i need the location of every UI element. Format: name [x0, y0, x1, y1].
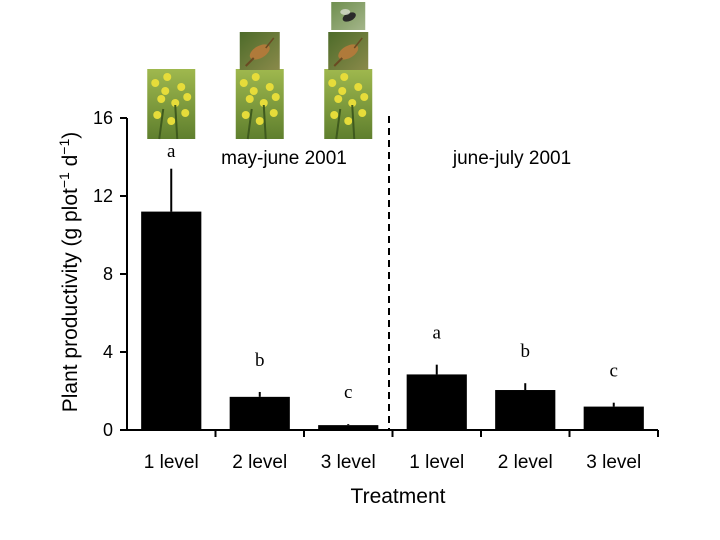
significance-letters: a b c a b c	[167, 141, 618, 403]
bar-4	[406, 374, 467, 430]
bar-2	[229, 396, 290, 430]
significance-letter-5: b	[521, 341, 531, 362]
x-ticks	[214, 430, 659, 437]
y-axis-title-sup1: −1	[56, 172, 72, 188]
y-tick-label-4: 16	[93, 108, 113, 128]
bar-1	[141, 211, 202, 430]
period-label-1: may-june 2001	[221, 148, 347, 169]
bar-3	[318, 425, 379, 430]
plant-photo-icon	[147, 69, 196, 140]
trophic-level-photos	[147, 2, 373, 140]
category-label-6: 3 level	[586, 452, 641, 473]
category-label-3: 3 level	[321, 452, 376, 473]
grasshopper-photo-icon	[239, 32, 280, 70]
y-axis-title-mid: d	[59, 155, 82, 173]
period-label-2: june-july 2001	[452, 148, 571, 169]
significance-letter-3: c	[344, 382, 352, 403]
y-tick-label-3: 12	[93, 186, 113, 206]
bars	[141, 211, 644, 430]
category-label-2: 2 level	[232, 452, 287, 473]
x-axis-title: Treatment	[351, 485, 446, 508]
y-axis-title-main: Plant productivity (g plot	[59, 188, 82, 412]
significance-letter-2: b	[255, 350, 265, 371]
y-ticks: 0 4 8 12 16	[93, 108, 127, 440]
y-tick-label-0: 0	[103, 420, 113, 440]
y-axis-title-sup2: −1	[56, 139, 72, 155]
category-labels: 1 level 2 level 3 level 1 level 2 level 3 lev…	[144, 452, 641, 473]
y-axis-title: Plant productivity (g plot−1 d−1)	[56, 132, 82, 413]
y-tick-label-2: 8	[103, 264, 113, 284]
y-axis-title-end: )	[59, 132, 82, 139]
bar-6	[583, 406, 644, 430]
plant-photo-icon	[324, 69, 373, 140]
category-label-4: 1 level	[409, 452, 464, 473]
bar-5	[495, 390, 556, 430]
category-label-1: 1 level	[144, 452, 199, 473]
category-label-5: 2 level	[498, 452, 553, 473]
significance-letter-6: c	[610, 361, 618, 382]
plant-photo-icon	[235, 69, 284, 140]
significance-letter-4: a	[433, 323, 442, 344]
error-bars	[170, 168, 615, 426]
y-tick-label-1: 4	[103, 342, 113, 362]
fly-photo-icon	[331, 2, 366, 30]
significance-letter-1: a	[167, 141, 176, 162]
grasshopper-photo-icon	[328, 32, 369, 70]
